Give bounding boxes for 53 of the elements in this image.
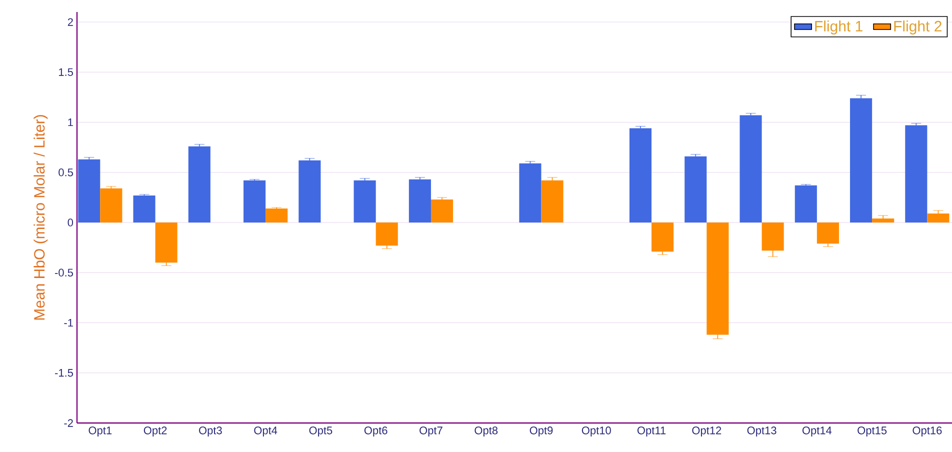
bar	[541, 180, 564, 223]
x-tick-label: Opt2	[144, 426, 167, 436]
bar	[706, 222, 729, 335]
bar	[266, 208, 288, 223]
legend-label: Flight 1	[815, 20, 862, 34]
bar	[298, 160, 321, 223]
bar	[376, 222, 398, 246]
y-tick-label: 2	[68, 18, 73, 26]
y-tick-label: 0.5	[58, 168, 73, 176]
bar	[78, 159, 100, 223]
bar	[519, 163, 542, 223]
x-tick-label: Opt12	[692, 426, 722, 436]
bar	[740, 115, 762, 223]
bar	[188, 146, 210, 223]
bar	[244, 180, 266, 223]
x-tick-label: Opt15	[858, 426, 887, 436]
bar	[100, 188, 122, 223]
x-tick-label: Opt8	[474, 426, 498, 436]
bar	[816, 222, 839, 244]
y-tick-label: -0.5	[55, 268, 73, 277]
bar	[629, 128, 652, 223]
x-tick-label: Opt10	[582, 426, 611, 436]
x-tick-label: Opt6	[364, 426, 388, 436]
x-tick-label: Opt11	[637, 426, 666, 436]
y-tick-label: -1.5	[55, 369, 73, 377]
bar	[850, 98, 872, 223]
x-tick-label: Opt5	[309, 426, 332, 436]
x-tick-label: Opt3	[199, 426, 222, 436]
y-tick-label: -2	[64, 419, 73, 427]
y-tick-label: -1	[64, 318, 73, 327]
y-axis-title: Mean HbO (micro Molar / Liter)	[34, 115, 48, 320]
bar	[762, 222, 784, 251]
bar	[430, 199, 454, 223]
bar	[684, 156, 707, 223]
bar	[905, 125, 928, 223]
bar	[652, 222, 674, 252]
legend-label: Flight 2	[894, 20, 942, 34]
x-tick-label: Opt14	[802, 426, 832, 436]
x-tick-label: Opt4	[254, 426, 278, 436]
y-tick-label: 1	[68, 118, 73, 126]
bar	[354, 180, 376, 223]
x-tick-label: Opt7	[420, 426, 442, 436]
bar	[408, 179, 431, 223]
y-tick-label: 1.5	[59, 68, 73, 76]
x-tick-label: Opt9	[530, 426, 553, 436]
bar	[794, 185, 817, 223]
bar	[927, 213, 950, 223]
x-tick-label: Opt16	[912, 426, 942, 436]
bar	[155, 222, 178, 263]
x-tick-label: Opt13	[747, 426, 776, 436]
bar	[133, 195, 156, 223]
x-tick-label: Opt1	[88, 426, 112, 436]
y-tick-label: 0	[68, 218, 74, 226]
